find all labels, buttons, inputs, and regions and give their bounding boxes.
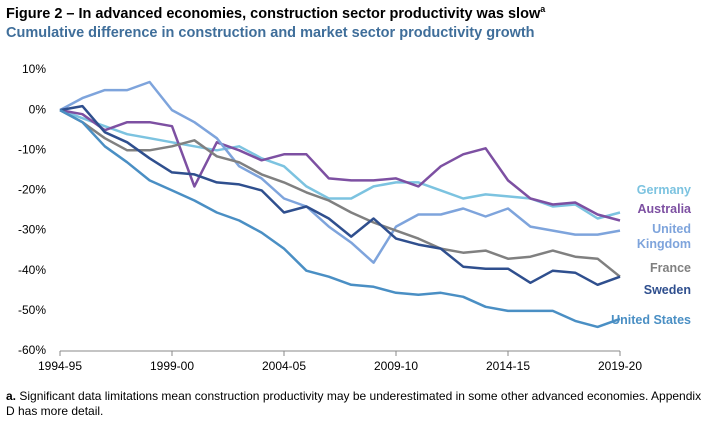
series-line	[59, 109, 621, 329]
title-marker: a	[540, 4, 546, 14]
series-line	[59, 104, 621, 287]
note-text: Significant data limitations mean constr…	[6, 389, 702, 418]
title-block: Figure 2 – In advanced economies, constr…	[6, 4, 545, 22]
legend-label: Australia	[637, 202, 692, 216]
x-tick-label: 2009-10	[374, 359, 418, 373]
x-tick-label: 2014-15	[486, 359, 530, 373]
x-tick-label: 2019-20	[598, 359, 642, 373]
y-tick-label: 0%	[29, 102, 47, 116]
y-tick-label: -20%	[18, 183, 46, 197]
x-tick-label: 2004-05	[262, 359, 306, 373]
y-tick-label: -10%	[18, 142, 46, 156]
y-tick-label: -50%	[18, 303, 46, 317]
chart-title: Figure 2 – In advanced economies, constr…	[6, 5, 541, 22]
y-tick-label: 10%	[22, 62, 46, 76]
series-line	[59, 108, 621, 222]
chart-subtitle: Cumulative difference in construction an…	[6, 25, 535, 41]
x-tick-label: 1999-00	[150, 359, 194, 373]
series-line	[59, 108, 621, 220]
x-tick-label: 1994-95	[38, 359, 82, 373]
y-tick-label: -40%	[18, 263, 46, 277]
note-marker: a.	[6, 389, 17, 403]
legend-label: Germany	[636, 183, 691, 197]
legend-label: United Kingdom	[636, 222, 691, 251]
y-tick-label: -60%	[18, 343, 46, 357]
series-line	[59, 80, 621, 264]
y-tick-label: -30%	[18, 223, 46, 237]
legend-label: United States	[611, 313, 691, 327]
legend-label: Sweden	[643, 283, 691, 297]
footnote: a. Significant data limitations mean con…	[6, 389, 711, 419]
series-line	[59, 109, 621, 278]
legend-label: France	[650, 261, 691, 275]
